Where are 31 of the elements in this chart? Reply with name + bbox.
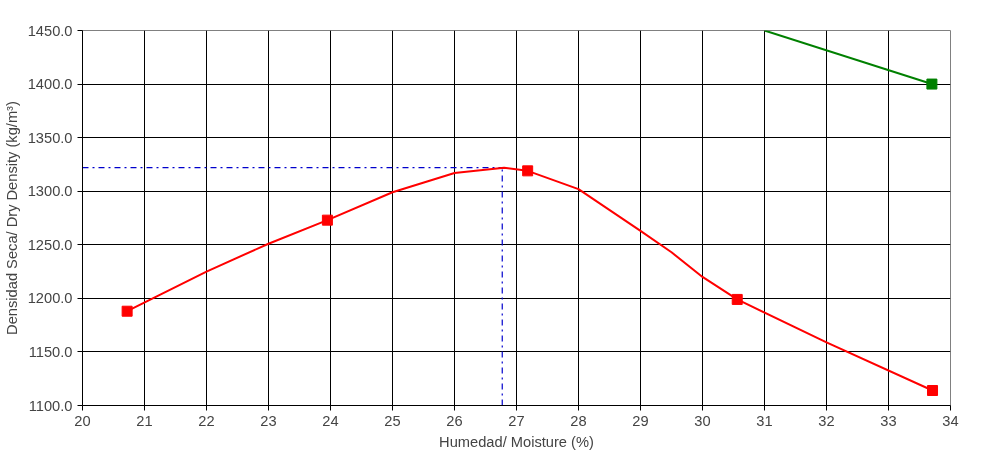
x-tick-label: 26 xyxy=(446,412,463,429)
point xyxy=(522,165,534,177)
x-tick-label: 27 xyxy=(508,412,525,429)
y-tick-label: 1350.0 xyxy=(27,129,73,146)
x-tick-label: 31 xyxy=(756,412,773,429)
point xyxy=(121,305,133,317)
x-tick-label: 20 xyxy=(74,412,91,429)
x-tick-label: 33 xyxy=(880,412,897,429)
point xyxy=(927,385,939,396)
y-tick-label: 1100.0 xyxy=(28,397,73,414)
point xyxy=(321,214,333,226)
x-tick-label: 22 xyxy=(198,412,215,429)
x-tick-label: 24 xyxy=(322,412,339,429)
x-tick-label: 32 xyxy=(818,412,835,429)
x-tick-label: 23 xyxy=(260,412,277,429)
y-tick-label: 1450.0 xyxy=(27,22,73,39)
point xyxy=(926,78,938,90)
y-tick-label: 1200.0 xyxy=(27,290,73,307)
x-tick-label: 30 xyxy=(694,412,711,429)
x-tick-label: 29 xyxy=(632,412,649,429)
x-tick-label: 34 xyxy=(942,412,959,429)
point xyxy=(731,293,743,305)
x-axis-title: Humedad/ Moisture (%) xyxy=(439,433,594,450)
y-tick-label: 1150.0 xyxy=(28,343,73,360)
x-tick-label: 21 xyxy=(136,412,153,429)
y-axis-title: Densidad Seca/ Dry Density (kg/m³) xyxy=(3,101,20,335)
y-tick-label: 1250.0 xyxy=(27,236,73,253)
y-tick-label: 1300.0 xyxy=(27,183,73,200)
x-tick-label: 25 xyxy=(384,412,401,429)
x-tick-label: 28 xyxy=(570,412,587,429)
y-tick-label: 1400.0 xyxy=(27,76,73,93)
